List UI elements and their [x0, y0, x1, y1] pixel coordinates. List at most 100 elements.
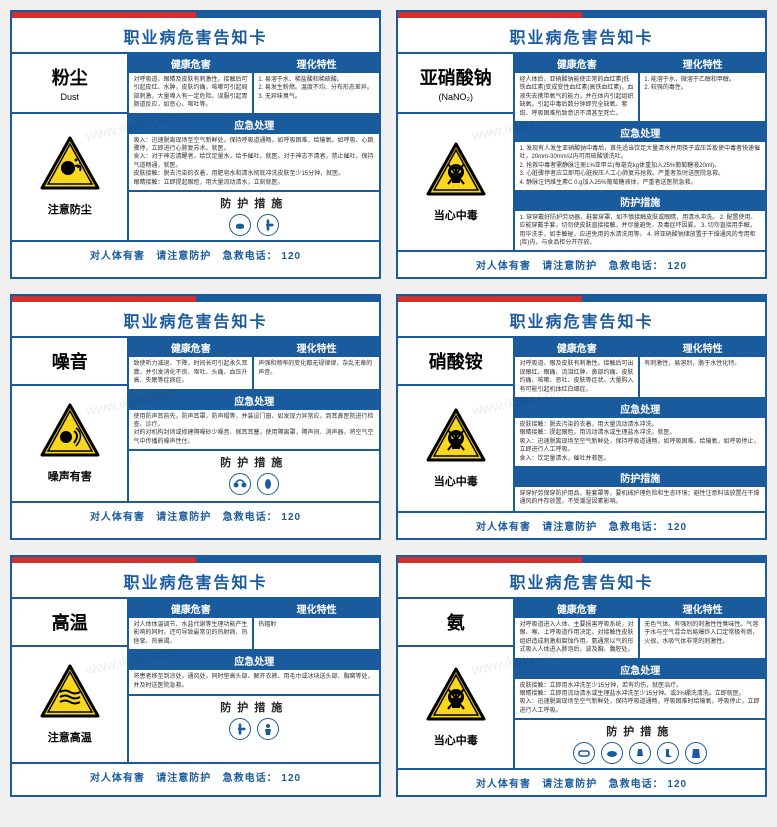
physical-text: 1. 易溶于水、稀盐酸和稀硫酸。2. 易发生粉燃。温度不均、分布形态差异。3. … [254, 73, 379, 104]
protect-icon-earplug [257, 473, 279, 495]
emergency-header: 应急处理 [515, 399, 765, 418]
footer-harm: 对人体有害 [476, 522, 531, 533]
physical-header: 理化特性 [254, 338, 379, 357]
hazard-name-en: (NaNO₂) [400, 92, 511, 102]
emergency-text: 1. 发现有人发生亚硝酸钠中毒后，首先适当饮足大量清水并用筷子或压舌板使中毒者快… [515, 142, 765, 190]
health-text: 对呼吸道、眼及皮肤有刺激性。接触后可出现眼红、眼痛、流泪红肿、鼻部灼痛、皮肤灼痛… [515, 357, 638, 397]
health-header: 健康危害 [515, 599, 638, 618]
footer-tel-label: 急救电话： [223, 251, 278, 262]
protect-text: 穿穿好劳保穿防护用品，鞋套罩等，要机械护理危险和生态环境；避性注意料该放置在干燥… [515, 487, 765, 511]
protect-icon-person [257, 718, 279, 740]
hazard-name-cn: 氨 [400, 609, 511, 635]
footer-tel: 120 [281, 251, 301, 262]
hazard-card-1: 职业病危害告知卡 亚硝酸钠 (NaNO₂) 当心中毒 健康危害 经人体 [396, 10, 767, 279]
physical-header: 理化特性 [640, 54, 765, 73]
warning-triangle-icon [40, 664, 100, 723]
protect-section: 防护措施 1. 穿穿戴好防护劳动器，鞋套穿罩，如不慎接触皮肤或眼睛，用清水冲洗。… [515, 192, 765, 251]
physical-text: 热辐射 [254, 618, 379, 642]
hazard-name-cn: 粉尘 [14, 64, 125, 90]
health-header: 健康危害 [129, 338, 252, 357]
footer-notice: 请注意防护 [542, 522, 597, 533]
top-stripe [12, 557, 379, 563]
warning-box: 注意高温 [12, 647, 127, 762]
protect-header: 防护措施 [515, 468, 765, 487]
protect-section: 防护措施 [129, 696, 379, 744]
health-text: 经人体后，亚硝酸钠能使正常的血红素(低铁血红素)变成变性血红素(高铁血红素)，血… [515, 73, 638, 121]
physical-header: 理化特性 [254, 599, 379, 618]
card-title: 职业病危害告知卡 [12, 563, 379, 597]
protect-section: 防护措施 穿穿好劳保穿防护用品，鞋套罩等，要机械护理危险和生态环境；避性注意料该… [515, 468, 765, 511]
emergency-text: 皮肤接触：立即用水冲洗至少15分钟，若有灼伤，就医治疗。眼睛接触：立即用流动清水… [515, 679, 765, 719]
emergency-text: 使用防声耳前先，防声耳罩，防声帽等，并装设门窗、如发现力异常应，到耳鼻医院进行检… [129, 410, 379, 450]
protect-title: 防护措施 [129, 451, 379, 471]
footer-tel-label: 急救电话： [609, 522, 664, 533]
emergency-header: 应急处理 [515, 660, 765, 679]
card-title: 职业病危害告知卡 [12, 302, 379, 336]
top-stripe [12, 12, 379, 18]
physical-text: 有刺激性，易溶烈，脆于水性化特。 [640, 357, 765, 381]
hazard-name-cn: 亚硝酸钠 [400, 64, 511, 90]
protect-icons [129, 471, 379, 499]
protect-header: 防护措施 [515, 192, 765, 211]
footer-harm: 对人体有害 [476, 261, 531, 272]
health-text: 对人体体温调节、水盐代谢等生理功能产生影响的同时，还可导致最常见的热射病、热痉挛… [129, 618, 252, 649]
hazard-name-box: 噪音 [12, 338, 127, 386]
warning-label: 当心中毒 [434, 732, 478, 748]
footer-notice: 请注意防护 [156, 251, 211, 262]
warning-box: 当心中毒 [398, 114, 513, 250]
protect-icon-fan [229, 718, 251, 740]
footer-harm: 对人体有害 [90, 251, 145, 262]
emergency-text: 吸入：迅速脱离现场至空气新鲜处。保持呼吸道通畅。如呼吸困难，给输氧。如呼吸、心跳… [129, 134, 379, 190]
emergency-text: 将患者移至到凉处，通风处，同时垫高头部、解开衣裤、用毛巾或冰块送头部、胸窝等处，… [129, 670, 379, 694]
protect-icon-mask2 [601, 742, 623, 764]
footer-notice: 请注意防护 [156, 773, 211, 784]
hazard-card-4: 职业病危害告知卡 高温 注意高温 健康危害 对人体体温调节、水盐代谢 [10, 555, 381, 797]
footer-notice: 请注意防护 [156, 512, 211, 523]
physical-header: 理化特性 [640, 338, 765, 357]
card-title: 职业病危害告知卡 [398, 18, 765, 52]
protect-text: 1. 穿穿戴好防护劳动器，鞋套穿罩，如不慎接触皮肤或眼睛，用清水冲洗。 2. 配… [515, 211, 765, 251]
emergency-header: 应急处理 [515, 123, 765, 142]
warning-label: 注意高温 [48, 729, 92, 745]
footer-notice: 请注意防护 [542, 779, 597, 790]
hazard-name-box: 粉尘 Dust [12, 54, 127, 114]
footer-notice: 请注意防护 [542, 261, 597, 272]
warning-triangle-icon [40, 403, 100, 462]
top-stripe [398, 12, 765, 18]
hazard-card-3: 职业病危害告知卡 硝酸铵 当心中毒 健康危害 对呼吸道、眼及皮肤有刺 [396, 294, 767, 540]
warning-label: 当心中毒 [434, 207, 478, 223]
warning-triangle-icon [426, 142, 486, 201]
health-header: 健康危害 [129, 599, 252, 618]
card-title: 职业病危害告知卡 [398, 302, 765, 336]
health-header: 健康危害 [515, 338, 638, 357]
warning-triangle-icon [40, 136, 100, 195]
emergency-text: 皮肤接触：脱去污染的衣着，用大量流动清水冲洗。眼睛接触：提起眼睑，用流动清水或生… [515, 418, 765, 466]
physical-text: 无色气体。有强烈的刺激性性臭味性。气溶于水与空气混合后易爆炸入口定常极有燃，火很… [640, 618, 765, 649]
hazard-name-box: 硝酸铵 [398, 338, 513, 386]
protect-icons [515, 740, 765, 768]
hazard-name-box: 氨 [398, 599, 513, 647]
health-text: 对呼吸道、眼睛及皮肤有刺激性。接触后可引起皮红、水肿，皮肤灼痛，咳嗽可引起局部刺… [129, 73, 252, 113]
protect-section: 防护措施 [129, 192, 379, 240]
protect-section: 防护措施 [515, 720, 765, 768]
card-footer: 对人体有害 请注意防护 急救电话： 120 [398, 513, 765, 538]
protect-title: 防护措施 [129, 696, 379, 716]
footer-tel: 120 [281, 773, 301, 784]
footer-harm: 对人体有害 [90, 512, 145, 523]
health-text: 致使听力减退、下降，时间长可引起永久耳聋，并引发消化不良、呕吐、头痛、血压升高、… [129, 357, 252, 388]
card-footer: 对人体有害 请注意防护 急救电话： 120 [12, 242, 379, 267]
protect-icon-goggles [573, 742, 595, 764]
protect-title: 防护措施 [515, 720, 765, 740]
health-text: 对呼吸道进入人体、主要损害呼吸系统，对眼、喉、上呼吸道作用决定。对接触性皮肤组织… [515, 618, 638, 658]
hazard-name-cn: 噪音 [14, 348, 125, 374]
card-footer: 对人体有害 请注意防护 急救电话： 120 [12, 503, 379, 528]
top-stripe [398, 296, 765, 302]
protect-section: 防护措施 [129, 451, 379, 499]
footer-harm: 对人体有害 [476, 779, 531, 790]
protect-icon-fan [257, 214, 279, 236]
protect-icon-suit [685, 742, 707, 764]
top-stripe [12, 296, 379, 302]
protect-icons [129, 212, 379, 240]
protect-title: 防护措施 [129, 192, 379, 212]
protect-icon-earmuff [229, 473, 251, 495]
